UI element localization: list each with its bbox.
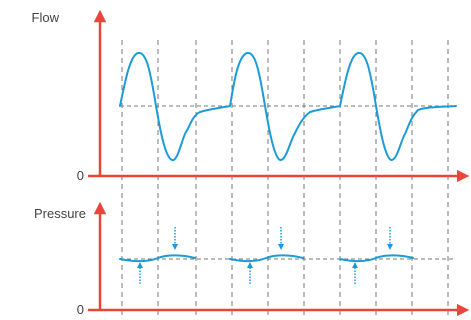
pressure-zero-label: 0 xyxy=(77,302,84,317)
time-marker-lines xyxy=(121,40,449,318)
flow-axis-label: Flow xyxy=(32,10,60,25)
pressure-axis-label: Pressure xyxy=(34,206,86,221)
flow-waveform xyxy=(119,51,457,161)
pressure-waveform xyxy=(119,254,414,263)
flow-zero-label: 0 xyxy=(77,168,84,183)
pressure-markers xyxy=(137,227,393,284)
